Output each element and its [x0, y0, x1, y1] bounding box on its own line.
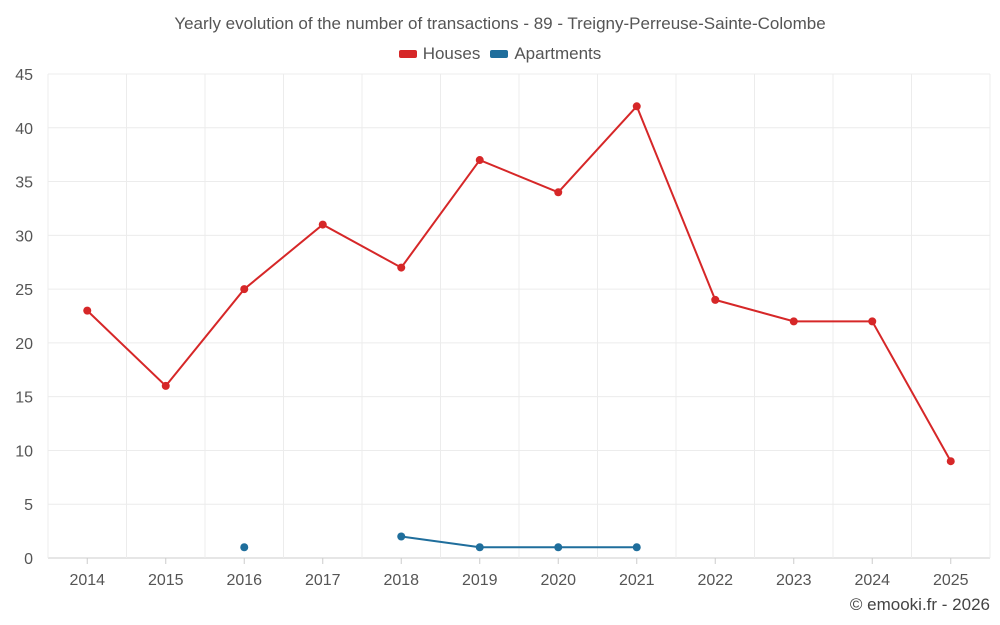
series-houses — [83, 102, 955, 466]
y-tick-label: 35 — [15, 175, 33, 192]
y-tick-label: 0 — [24, 551, 33, 568]
apartments-point — [475, 543, 484, 552]
x-tick-label: 2023 — [776, 572, 812, 589]
houses-point — [161, 381, 170, 390]
houses-point — [318, 220, 327, 229]
series-layer — [83, 102, 955, 552]
copyright-credit: © emooki.fr - 2026 — [849, 595, 990, 614]
series-apartments — [240, 532, 641, 552]
x-tick-label: 2015 — [148, 572, 184, 589]
x-tick-label: 2019 — [462, 572, 498, 589]
houses-point — [711, 295, 720, 304]
houses-line — [86, 104, 952, 462]
y-tick-label: 45 — [15, 67, 33, 84]
legend: Houses Apartments — [0, 44, 1000, 64]
apartments-line — [401, 535, 637, 549]
x-tick-label: 2016 — [226, 572, 262, 589]
y-tick-label: 10 — [15, 443, 33, 460]
houses-point — [475, 156, 484, 165]
x-tick-label: 2021 — [619, 572, 655, 589]
houses-point — [632, 102, 641, 111]
legend-swatch-houses — [398, 50, 417, 58]
houses-point — [868, 317, 877, 326]
x-tick-label: 2017 — [305, 572, 341, 589]
x-tick-label: 2018 — [383, 572, 419, 589]
y-tick-label: 25 — [15, 282, 33, 299]
y-tick-label: 15 — [15, 390, 33, 407]
chart-title: Yearly evolution of the number of transa… — [174, 14, 826, 33]
legend-label-houses: Houses — [422, 44, 481, 63]
y-tick-label: 5 — [24, 497, 33, 514]
apartments-point — [554, 543, 563, 552]
x-tick-label: 2024 — [854, 572, 890, 589]
legend-label-apartments: Apartments — [514, 44, 602, 63]
y-tick-label: 20 — [15, 336, 33, 353]
x-tick-label: 2022 — [697, 572, 733, 589]
apartments-point — [397, 532, 406, 541]
x-tick-label: 2014 — [69, 572, 105, 589]
houses-point — [554, 188, 563, 197]
houses-point — [789, 317, 798, 326]
apartments-point — [240, 543, 249, 552]
legend-item-apartments[interactable]: Apartments — [490, 44, 601, 64]
apartments-point — [632, 543, 641, 552]
houses-point — [946, 457, 955, 466]
legend-swatch-apartments — [490, 50, 509, 58]
x-tick-label: 2020 — [540, 572, 576, 589]
y-tick-label: 40 — [15, 121, 33, 138]
x-axis: 2014 2015 2016 2017 2018 2019 2020 2021 2022 2023… — [69, 558, 969, 589]
grid — [47, 73, 991, 559]
legend-item-houses[interactable]: Houses — [398, 44, 481, 64]
y-axis: 0 5 10 15 20 25 30 35 40 45 — [15, 67, 33, 568]
houses-point — [83, 306, 92, 315]
y-tick-label: 30 — [15, 228, 33, 245]
houses-point — [397, 263, 406, 272]
houses-point — [240, 285, 249, 294]
x-tick-label: 2025 — [933, 572, 969, 589]
